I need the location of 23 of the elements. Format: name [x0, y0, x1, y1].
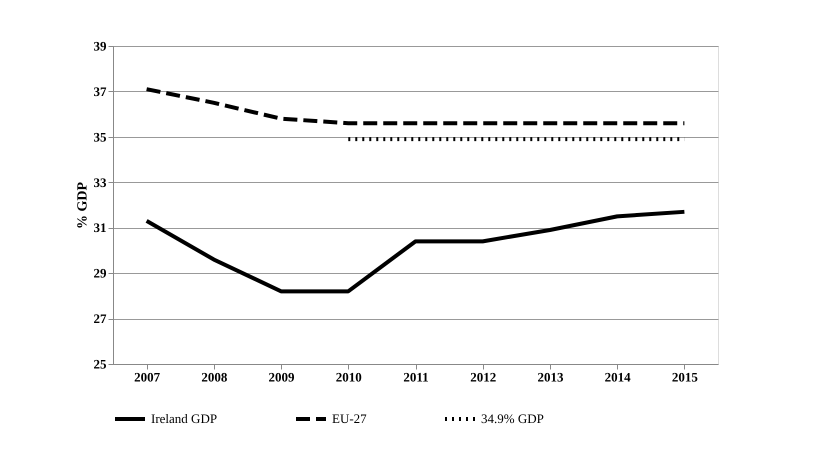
y-axis-title: % GDP: [76, 182, 90, 230]
x-tick-label: 2013: [537, 370, 564, 384]
y-tick-label: 33: [94, 174, 107, 190]
x-tick-label: 2012: [470, 370, 496, 384]
x-tick-label: 2007: [134, 370, 161, 384]
x-tick-label: 2011: [403, 370, 429, 384]
legend-label: EU-27: [332, 411, 368, 426]
legend-label: Ireland GDP: [151, 411, 218, 426]
y-tick-label: 25: [94, 356, 107, 372]
x-tick-label: 2009: [268, 370, 296, 384]
y-tick-label: 35: [94, 129, 107, 144]
line-series: [144, 210, 686, 294]
x-tick-label: 2008: [201, 370, 228, 384]
x-tick-label: 2010: [336, 370, 362, 384]
y-tick-label: 31: [94, 220, 106, 236]
legend-label: 34.9% GDP: [481, 411, 544, 426]
y-tick-label: 39: [94, 38, 107, 54]
y-tick-label: 27: [94, 311, 107, 326]
y-tick-label: 37: [94, 84, 107, 99]
line-series: [144, 87, 686, 126]
x-tick-label: 2014: [604, 370, 632, 384]
x-tick-label: 2015: [672, 370, 698, 384]
y-tick-label: 29: [94, 266, 107, 281]
